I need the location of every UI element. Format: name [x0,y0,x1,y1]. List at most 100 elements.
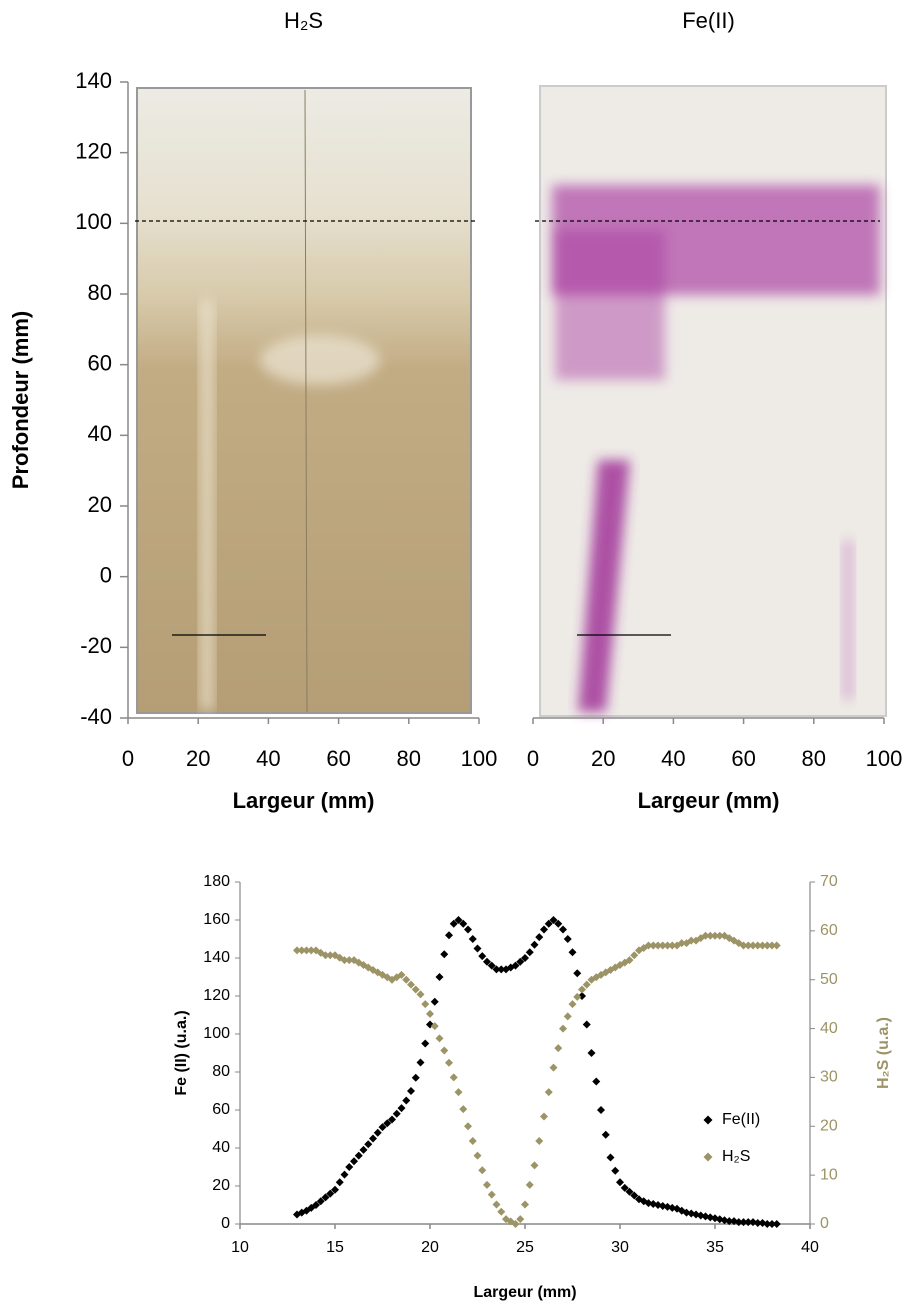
x-tick-label: 20 [591,746,615,771]
data-point [535,1136,544,1145]
y2-tick-label: 40 [820,1020,838,1037]
data-point [701,931,710,940]
data-point [559,925,567,934]
y-tick-label: 180 [203,873,230,890]
data-point [763,1220,772,1228]
data-point [307,946,316,955]
data-point [354,1151,363,1160]
data-point [497,1207,506,1216]
legend-label: Fe(II) [722,1111,760,1128]
data-point [449,1073,458,1082]
data-point [663,941,672,950]
data-point [763,941,772,950]
data-point [383,1119,392,1128]
y-tick-label: 20 [88,492,112,517]
data-point [331,1185,339,1194]
data-point [563,1012,572,1021]
x-tick-label: 25 [516,1239,534,1256]
data-point [345,1163,354,1171]
y-tick-label: 60 [212,1101,230,1118]
data-point [549,1063,558,1072]
data-point [620,1183,629,1192]
data-point [402,975,411,984]
data-point [468,935,477,943]
data-point [440,1046,449,1055]
data-point [478,952,487,961]
x-tick-label: 15 [326,1239,344,1256]
data-point [445,1058,453,1067]
data-point [606,1153,615,1162]
fe-photo [535,85,887,717]
data-point [521,954,529,962]
data-point [411,985,420,994]
data-point [459,1105,468,1114]
y-tick-label: 0 [221,1215,230,1232]
y-tick-label: 140 [75,68,112,93]
h2s-photo [135,87,475,714]
data-point [649,941,658,950]
data-point [535,933,544,942]
data-point [630,951,639,960]
data-point [435,973,444,981]
data-point [435,1034,444,1043]
y-tick-label: 140 [203,949,230,966]
data-point [430,997,439,1006]
data-point [625,956,634,965]
y2-tick-label: 50 [820,971,838,988]
data-point [725,1217,734,1226]
data-point [616,1178,624,1187]
data-point [630,1191,639,1200]
data-point [369,1134,377,1143]
data-point [749,941,757,950]
data-point [516,1215,525,1224]
y-tick-label: 100 [75,209,112,234]
data-point [658,941,667,950]
data-point [744,1218,753,1227]
y2-tick-label: 70 [820,873,838,890]
y-tick-label: 40 [212,1139,230,1156]
data-point [739,941,748,950]
data-point [511,1220,520,1228]
data-point [397,970,406,979]
data-point [421,1000,430,1009]
data-point [753,1219,762,1228]
x-tick-label: 60 [326,746,350,771]
data-point [625,1187,634,1196]
data-point [549,916,558,924]
x-tick-label: 40 [256,746,280,771]
data-point [668,941,677,950]
x-tick-label: 100 [866,746,903,771]
data-point [340,956,349,965]
y-tick-label: -20 [80,633,112,658]
y2-tick-label: 0 [820,1215,829,1232]
data-point [487,961,496,970]
data-point [772,941,781,950]
data-point [416,1058,425,1067]
data-point [345,956,354,965]
data-point [468,1136,477,1145]
data-point [335,1178,344,1187]
data-point [302,946,311,955]
data-point [454,1088,463,1097]
data-point [544,1088,553,1097]
data-point [563,935,572,943]
data-point [568,948,577,957]
x-axis-label: Largeur (mm) [233,788,375,813]
data-point [530,1161,539,1170]
data-point [449,919,458,928]
data-point [711,931,719,940]
data-point [373,1128,382,1137]
data-point [587,1049,596,1057]
y-tick-label: 0 [100,562,112,587]
data-point [411,1073,420,1082]
data-point [407,1087,415,1095]
data-point [445,931,453,940]
legend-label: H₂S [722,1148,750,1165]
y-tick-label: 20 [212,1177,230,1194]
data-point [440,950,449,959]
data-point [326,1189,335,1198]
y-tick-label: 120 [203,987,230,1004]
x-tick-label: 30 [611,1239,629,1256]
data-point [768,941,776,950]
data-point [492,1200,501,1209]
